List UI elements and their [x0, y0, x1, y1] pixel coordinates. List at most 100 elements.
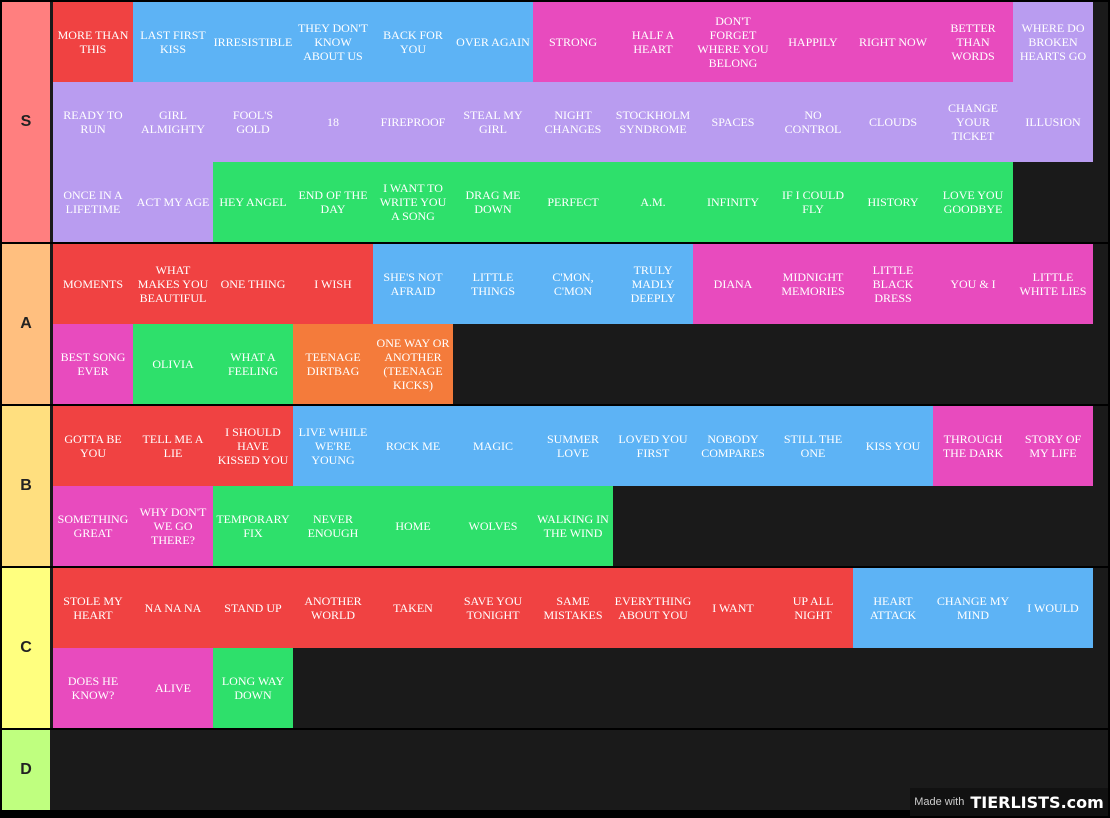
tier-item[interactable]: SUMMER LOVE	[533, 406, 613, 486]
tier-item[interactable]: SPACES	[693, 82, 773, 162]
tier-item[interactable]: WALKING IN THE WIND	[533, 486, 613, 566]
tier-item[interactable]: ROCK ME	[373, 406, 453, 486]
tier-item[interactable]: CHANGE YOUR TICKET	[933, 82, 1013, 162]
tier-item[interactable]: END OF THE DAY	[293, 162, 373, 242]
tier-items: STOLE MY HEART NA NA NA STAND UP ANOTHER WO…	[53, 568, 1093, 728]
tier-item[interactable]: ONCE IN A LIFETIME	[53, 162, 133, 242]
tier-item[interactable]: TAKEN	[373, 568, 453, 648]
tier-item[interactable]: ONE THING	[213, 244, 293, 324]
tier-item[interactable]: TELL ME A LIE	[133, 406, 213, 486]
tier-item[interactable]: STAND UP	[213, 568, 293, 648]
tier-item[interactable]: LOVE YOU GOODBYE	[933, 162, 1013, 242]
tier-item[interactable]: STILL THE ONE	[773, 406, 853, 486]
tier-item[interactable]: FOOL'S GOLD	[213, 82, 293, 162]
tier-item[interactable]: HALF A HEART	[613, 2, 693, 82]
tier-item[interactable]: SAVE YOU TONIGHT	[453, 568, 533, 648]
tier-item[interactable]: NIGHT CHANGES	[533, 82, 613, 162]
tier-item[interactable]: LITTLE WHITE LIES	[1013, 244, 1093, 324]
tier-item[interactable]: INFINITY	[693, 162, 773, 242]
tier-item[interactable]: 18	[293, 82, 373, 162]
tier-item[interactable]: WHERE DO BROKEN HEARTS GO	[1013, 2, 1093, 82]
tier-item[interactable]: TEMPORARY FIX	[213, 486, 293, 566]
tier-item[interactable]: LITTLE THINGS	[453, 244, 533, 324]
tier-item[interactable]: WHAT MAKES YOU BEAUTIFUL	[133, 244, 213, 324]
tier-item[interactable]: NEVER ENOUGH	[293, 486, 373, 566]
tier-item[interactable]: C'MON, C'MON	[533, 244, 613, 324]
tier-item[interactable]: ACT MY AGE	[133, 162, 213, 242]
tier-item[interactable]: PERFECT	[533, 162, 613, 242]
tier-item[interactable]: ALIVE	[133, 648, 213, 728]
tier-item[interactable]: MAGIC	[453, 406, 533, 486]
tier-item[interactable]: HEY ANGEL	[213, 162, 293, 242]
tier-item[interactable]: NO CONTROL	[773, 82, 853, 162]
tier-item[interactable]: I WANT TO WRITE YOU A SONG	[373, 162, 453, 242]
tier-label: B	[2, 406, 50, 566]
tier-item[interactable]: A.M.	[613, 162, 693, 242]
tier-item[interactable]: RIGHT NOW	[853, 2, 933, 82]
tier-items: MOMENTS WHAT MAKES YOU BEAUTIFUL ONE THING…	[53, 244, 1093, 404]
tier-item[interactable]: GOTTA BE YOU	[53, 406, 133, 486]
tier-item[interactable]: SHE'S NOT AFRAID	[373, 244, 453, 324]
tier-item[interactable]: SAME MISTAKES	[533, 568, 613, 648]
tier-item[interactable]: OVER AGAIN	[453, 2, 533, 82]
tier-item[interactable]: LONG WAY DOWN	[213, 648, 293, 728]
tier-item[interactable]: STOLE MY HEART	[53, 568, 133, 648]
tier-item[interactable]: THROUGH THE DARK	[933, 406, 1013, 486]
tier-item[interactable]: STRONG	[533, 2, 613, 82]
tier-item[interactable]: NOBODY COMPARES	[693, 406, 773, 486]
tier-item[interactable]: DIANA	[693, 244, 773, 324]
tier-item[interactable]: THEY DON'T KNOW ABOUT US	[293, 2, 373, 82]
tier-item[interactable]: SOMETHING GREAT	[53, 486, 133, 566]
tier-item[interactable]: MORE THAN THIS	[53, 2, 133, 82]
tier-item[interactable]: READY TO RUN	[53, 82, 133, 162]
tier-item[interactable]: DRAG ME DOWN	[453, 162, 533, 242]
tier-item[interactable]: HOME	[373, 486, 453, 566]
tier-item[interactable]: TRULY MADLY DEEPLY	[613, 244, 693, 324]
tier-item[interactable]: KISS YOU	[853, 406, 933, 486]
tier-item[interactable]: MIDNIGHT MEMORIES	[773, 244, 853, 324]
tier-item[interactable]: TEENAGE DIRTBAG	[293, 324, 373, 404]
tier-item[interactable]: WHY DON'T WE GO THERE?	[133, 486, 213, 566]
tier-item[interactable]: I SHOULD HAVE KISSED YOU	[213, 406, 293, 486]
tier-item[interactable]: ILLUSION	[1013, 82, 1093, 162]
tier-item[interactable]: STEAL MY GIRL	[453, 82, 533, 162]
tier-item[interactable]: IRRESISTIBLE	[213, 2, 293, 82]
tier-item[interactable]: EVERYTHING ABOUT YOU	[613, 568, 693, 648]
tier-item[interactable]: CLOUDS	[853, 82, 933, 162]
tier-item[interactable]: I WANT	[693, 568, 773, 648]
tier-item[interactable]: GIRL ALMIGHTY	[133, 82, 213, 162]
tier-item[interactable]: ANOTHER WORLD	[293, 568, 373, 648]
tier-item[interactable]: BACK FOR YOU	[373, 2, 453, 82]
tier-item[interactable]: LOVED YOU FIRST	[613, 406, 693, 486]
tier-item[interactable]: CHANGE MY MIND	[933, 568, 1013, 648]
tier-item[interactable]: HISTORY	[853, 162, 933, 242]
tier-item[interactable]: HEART ATTACK	[853, 568, 933, 648]
tier-item[interactable]: IF I COULD FLY	[773, 162, 853, 242]
tier-item[interactable]: ONE WAY OR ANOTHER (TEENAGE KICKS)	[373, 324, 453, 404]
tier-item[interactable]: LAST FIRST KISS	[133, 2, 213, 82]
tier-item[interactable]: STOCKHOLM SYNDROME	[613, 82, 693, 162]
tier-item[interactable]: WHAT A FEELING	[213, 324, 293, 404]
tier-items: MORE THAN THIS LAST FIRST KISS IRRESISTIBL…	[53, 2, 1093, 242]
tier-item[interactable]: I WISH	[293, 244, 373, 324]
tier-item[interactable]: OLIVIA	[133, 324, 213, 404]
tier-item[interactable]: LIVE WHILE WE'RE YOUNG	[293, 406, 373, 486]
tier-row: A MOMENTS WHAT MAKES YOU BEAUTIFUL ONE THIN…	[2, 244, 1108, 404]
tier-item[interactable]: BEST SONG EVER	[53, 324, 133, 404]
tier-item[interactable]: NA NA NA	[133, 568, 213, 648]
tier-item[interactable]: UP ALL NIGHT	[773, 568, 853, 648]
tier-item[interactable]: DON'T FORGET WHERE YOU BELONG	[693, 2, 773, 82]
tier-item[interactable]: STORY OF MY LIFE	[1013, 406, 1093, 486]
tier-row: B GOTTA BE YOU TELL ME A LIE I SHOULD HAVE …	[2, 406, 1108, 566]
tier-item[interactable]: BETTER THAN WORDS	[933, 2, 1013, 82]
tier-item[interactable]: WOLVES	[453, 486, 533, 566]
tier-item[interactable]: I WOULD	[1013, 568, 1093, 648]
tier-item[interactable]: FIREPROOF	[373, 82, 453, 162]
tier-item[interactable]: LITTLE BLACK DRESS	[853, 244, 933, 324]
tier-item[interactable]: YOU & I	[933, 244, 1013, 324]
tier-label: D	[2, 730, 50, 810]
tier-item[interactable]: MOMENTS	[53, 244, 133, 324]
tier-item[interactable]: HAPPILY	[773, 2, 853, 82]
tier-item[interactable]: DOES HE KNOW?	[53, 648, 133, 728]
tier-label: C	[2, 568, 50, 728]
